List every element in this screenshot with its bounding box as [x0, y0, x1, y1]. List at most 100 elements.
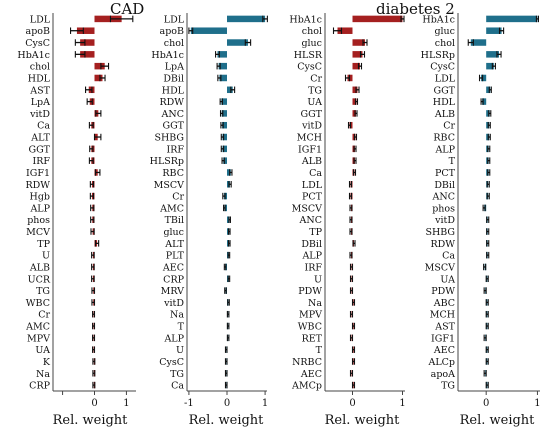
panel-3-category-label: IGF1: [298, 144, 322, 155]
panel-4-bar: [486, 62, 494, 70]
panel-4-category-label: Cr: [443, 121, 455, 132]
panel-4-category-label: apoA: [431, 369, 455, 380]
panel-3-category-label: HLSR: [294, 50, 323, 61]
panel-2-category-label: Cr: [172, 192, 184, 203]
panel-2-category-label: LpA: [165, 62, 184, 73]
panel-3-category-label: AMCp: [291, 381, 322, 392]
panel-3-category-label: AEC: [300, 369, 322, 380]
panel-2-bar: [217, 51, 227, 58]
panel-3-category-label: DBil: [301, 239, 322, 250]
panel-4-category-label: LDL: [435, 73, 456, 84]
panel-1-category-label: HbA1c: [17, 50, 50, 61]
panel-4-category-label: CysC: [430, 62, 455, 73]
panel-3-bar: [352, 86, 358, 94]
panel-2-bar: [219, 74, 227, 82]
panel-4-category-label: T: [449, 156, 456, 167]
panel-2-bar: [227, 169, 231, 176]
panel-3-category-label: U: [314, 274, 322, 285]
panel-1-category-label: UA: [35, 345, 50, 356]
panel-2-category-label: CRP: [163, 274, 184, 285]
panel-2-category-label: DBil: [163, 73, 184, 84]
panel-4-category-label: SHBG: [425, 227, 455, 238]
panel-2-category-label: CysC: [159, 357, 184, 368]
panel-1-category-label: Na: [36, 369, 50, 380]
panel-4-category-label: HLSRp: [421, 50, 455, 61]
panel-4-category-label: GGT: [433, 85, 455, 96]
panel-1-category-label: IGF1: [26, 168, 50, 179]
panel-4-category-label: HDL: [433, 97, 456, 108]
panel-1-category-label: TP: [37, 239, 50, 250]
panel-3-bar: [352, 110, 356, 117]
x-axis-label-panel-4: Rel. weight: [459, 413, 535, 428]
panel-1-category-label: AST: [29, 85, 50, 96]
panel-4-category-label: Ca: [442, 251, 455, 262]
panel-2-category-label: TBil: [165, 215, 184, 226]
panel-3-category-label: PCT: [302, 192, 323, 203]
panel-1-category-label: vitD: [29, 109, 50, 120]
panel-2-category-label: IRF: [167, 144, 185, 155]
panel-4-category-label: ALCp: [427, 357, 455, 368]
panel-4-category-label: ABC: [433, 298, 455, 309]
panel-1-category-label: MPV: [27, 333, 50, 344]
panel-1-category-label: GGT: [28, 144, 50, 155]
panel-1-category-label: LDL: [30, 14, 51, 25]
panel-3-category-label: ALB: [301, 156, 322, 167]
panel-3-bar: [337, 27, 353, 34]
panel-3-x-tick-label: 0: [349, 398, 355, 409]
panel-2-bar: [227, 216, 230, 223]
panel-2-category-label: AMC: [159, 203, 184, 214]
panel-1-category-label: RDW: [25, 180, 50, 191]
panel-3-category-label: Na: [308, 298, 322, 309]
panel-4-bar: [486, 27, 502, 34]
panel-3-category-label: Cr: [310, 73, 322, 84]
panel-2-bar: [222, 121, 227, 129]
panel-4-x-tick-label: 0: [483, 398, 489, 409]
panel-2-category-label: PLT: [166, 251, 185, 262]
panel-1-category-label: UCR: [28, 274, 51, 285]
panel-1-category-label: CysC: [25, 38, 50, 49]
panel-3-category-label: WBC: [298, 322, 322, 333]
panel-1-category-label: K: [43, 357, 51, 368]
panel-3-category-label: vitD: [301, 121, 322, 132]
panel-4-category-label: vitD: [434, 215, 455, 226]
panel-4-category-label: MCH: [430, 310, 455, 321]
panel-2-category-label: vitD: [163, 298, 184, 309]
panel-2-bar: [222, 133, 227, 141]
panel-1-category-label: MCV: [26, 227, 50, 238]
panel-2-category-label: chol: [164, 38, 184, 49]
panel-2-bar: [224, 204, 227, 212]
panel-1-category-label: chol: [30, 62, 50, 73]
panel-3-category-label: ALP: [301, 251, 322, 262]
panel-2-category-label: MSCV: [154, 180, 185, 191]
panel-3-category-label: LDL: [302, 180, 323, 191]
panel-4-category-label: IGF1: [431, 333, 455, 344]
panel-1-category-label: TG: [36, 286, 50, 297]
panel-3-bar: [352, 62, 360, 70]
panel-2-bar: [223, 157, 227, 164]
panel-3-category-label: NRBC: [292, 357, 322, 368]
panel-2-bar: [227, 15, 266, 23]
panel-1-category-label: ALB: [29, 262, 50, 273]
panel-2-bar: [218, 62, 227, 70]
panel-3-category-label: GGT: [300, 109, 322, 120]
panel-3-category-label: Ca: [309, 168, 322, 179]
panel-2-bar: [227, 86, 233, 94]
panel-3-category-label: MSCV: [292, 203, 323, 214]
panel-1-category-label: ALT: [30, 133, 50, 144]
panel-4-bar: [486, 15, 538, 23]
panel-4-x-tick-label: 1: [534, 398, 540, 409]
panel-3-category-label: MPV: [299, 310, 322, 321]
panel-4-category-label: DBil: [434, 180, 455, 191]
panel-2-category-label: ANC: [161, 109, 184, 120]
panel-2-bar: [221, 110, 227, 117]
panel-4-category-label: ANC: [432, 192, 455, 203]
panel-4-category-label: RBC: [433, 133, 455, 144]
panel-4-category-label: phos: [432, 203, 455, 214]
panel-2-category-label: MRV: [161, 286, 185, 297]
panel-4-bar: [486, 110, 490, 117]
panel-4-category-label: AEC: [433, 345, 455, 356]
panel-1-category-label: IRF: [33, 156, 51, 167]
panel-1-bar: [94, 15, 122, 23]
panel-1-category-label: AMC: [25, 322, 50, 333]
panel-2-category-label: ALT: [164, 239, 184, 250]
